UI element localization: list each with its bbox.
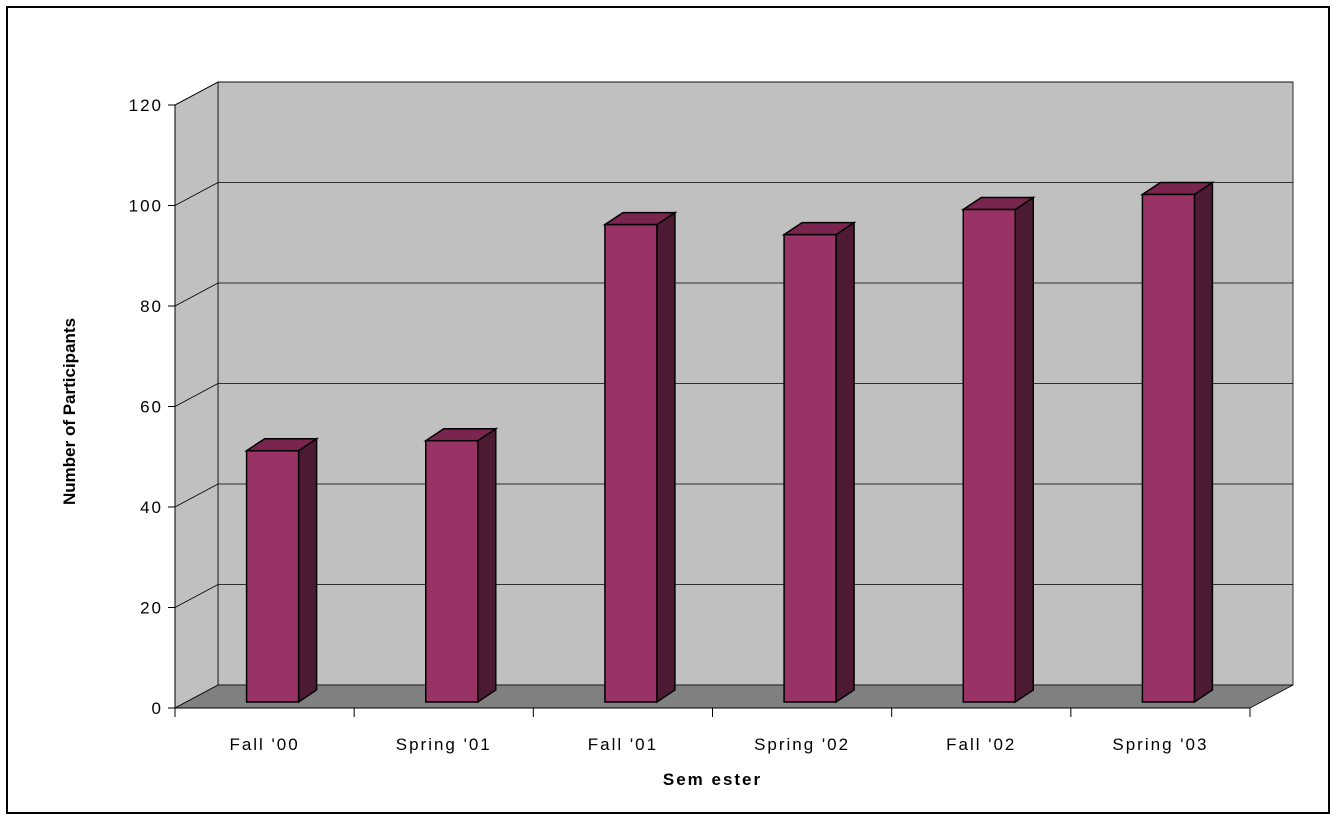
y-tick-label: 0 [152, 699, 163, 718]
axes [168, 104, 1251, 717]
bar-front [1141, 193, 1196, 703]
bar [423, 427, 499, 704]
bar [244, 437, 320, 704]
chart-walls [174, 81, 1294, 709]
bar [1139, 181, 1215, 704]
y-axis-title: Number of Participants [60, 318, 79, 505]
y-tick-labels: 0 20 40 60 80 100 120 [129, 96, 163, 718]
gridline-side [174, 81, 219, 106]
gridlines [174, 81, 1293, 608]
x-tick-label: Spring '03 [1112, 735, 1208, 754]
x-tick-label: Fall '01 [588, 735, 658, 754]
gridline-side [174, 282, 219, 307]
gridline-side [174, 383, 219, 407]
x-tick-labels: Fall '00 Spring '01 Fall '01 Spring '02 Fall… [229, 735, 1208, 754]
bar-front [783, 233, 837, 703]
bar [960, 196, 1036, 704]
bar-side [1014, 196, 1034, 704]
x-tick-label: Spring '01 [396, 735, 492, 754]
bar-side [656, 211, 676, 704]
gridline-side [174, 182, 219, 206]
y-tick-label: 100 [129, 197, 163, 216]
y-tick-label: 40 [140, 498, 163, 517]
y-tick-label: 80 [140, 297, 163, 316]
bar-front [962, 208, 1016, 703]
bar-front [604, 223, 658, 703]
gridline-side [174, 483, 219, 508]
bar [602, 211, 678, 704]
x-tick-label: Fall '00 [229, 735, 299, 754]
gridline-side [174, 584, 219, 608]
bar-front [425, 439, 479, 703]
x-tick-label: Spring '02 [754, 735, 850, 754]
bar-front [245, 450, 300, 703]
bar-side [477, 427, 497, 704]
y-tick-label: 60 [140, 398, 163, 417]
bars [244, 181, 1215, 704]
x-tick-label: Fall '02 [946, 735, 1016, 754]
x-axis-title: Sem ester [663, 770, 762, 789]
y-tick-label: 120 [129, 96, 163, 115]
bar-side [297, 437, 318, 704]
bar [781, 221, 857, 704]
floor [174, 684, 1294, 709]
y-tick-label: 20 [140, 599, 163, 618]
bar-side [835, 221, 855, 704]
bar-side [1193, 181, 1214, 704]
